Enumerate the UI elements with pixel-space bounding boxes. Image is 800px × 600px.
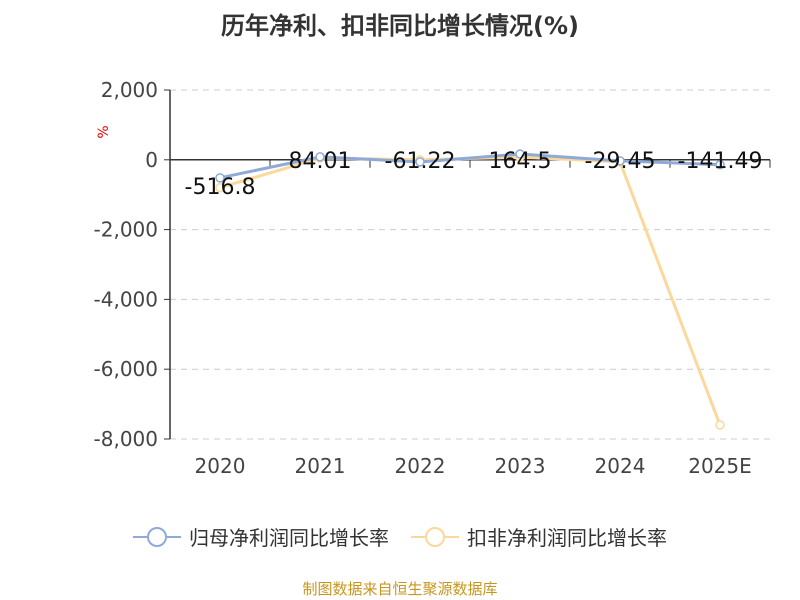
series-line-1 xyxy=(219,155,722,426)
y-tick-label: -4,000 xyxy=(94,287,158,311)
chart-title: 历年净利、扣非同比增长情况(%) xyxy=(221,12,579,40)
x-tick-label: 2024 xyxy=(595,454,646,478)
y-tick-label: 2,000 xyxy=(101,78,158,102)
data-point xyxy=(715,159,725,170)
y-tick-label: -8,000 xyxy=(94,427,158,451)
data-label: -141.49 xyxy=(678,149,763,174)
x-tick-label: 2023 xyxy=(495,454,546,478)
data-label: -61.22 xyxy=(385,149,456,174)
series-line-0 xyxy=(219,152,721,180)
x-tick-label: 2021 xyxy=(295,454,346,478)
data-point xyxy=(215,182,225,193)
legend-item-deducted-profit[interactable]: 扣非净利润同比增长率 xyxy=(411,522,667,551)
source-note: 制图数据来自恒生聚源数据库 xyxy=(302,580,498,598)
data-label: -29.45 xyxy=(585,149,656,174)
data-label: 84.01 xyxy=(289,149,352,174)
y-tick-label: 0 xyxy=(145,148,158,172)
y-axis-label: % xyxy=(96,125,112,138)
data-label: -516.8 xyxy=(185,175,256,200)
data-point xyxy=(715,420,725,430)
legend: 归母净利润同比增长率 扣非净利润同比增长率 xyxy=(0,522,800,551)
data-point xyxy=(615,156,625,166)
y-tick-label: -2,000 xyxy=(94,218,158,242)
data-point xyxy=(515,149,525,159)
legend-item-net-profit[interactable]: 归母净利润同比增长率 xyxy=(133,522,389,551)
y-tick-label: -6,000 xyxy=(94,357,158,381)
x-tick-label: 2025E xyxy=(688,454,752,478)
data-point xyxy=(315,152,325,162)
legend-label: 归母净利润同比增长率 xyxy=(189,526,389,550)
x-tick-label: 2022 xyxy=(395,454,446,478)
data-label: 164.5 xyxy=(489,149,552,174)
legend-label: 扣非净利润同比增长率 xyxy=(467,526,667,550)
data-point xyxy=(415,157,425,167)
data-point xyxy=(215,173,225,183)
x-tick-label: 2020 xyxy=(195,454,246,478)
